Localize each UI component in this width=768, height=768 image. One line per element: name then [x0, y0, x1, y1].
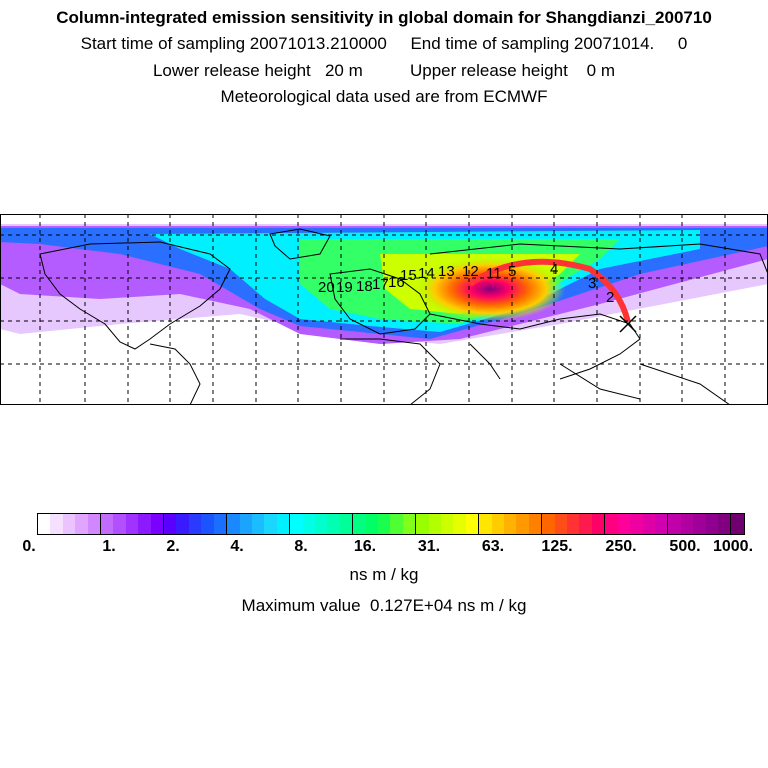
- colorbar-segment: [377, 514, 391, 534]
- colorbar-tick: 8.: [294, 538, 308, 555]
- colorbar-tick-labels: 0. 1. 2. 4. 8. 16. 31. 63. 125. 250. 500…: [0, 538, 768, 558]
- day-label: 20: [318, 279, 335, 296]
- colorbar-segment: [390, 514, 403, 534]
- colorbar-segment: [693, 514, 706, 534]
- colorbar-segment: [441, 514, 454, 534]
- colorbar-tick: 125.: [541, 538, 573, 555]
- colorbar-tick: 31.: [417, 538, 441, 555]
- day-label: 3: [588, 275, 596, 292]
- colorbar-segment: [642, 514, 655, 534]
- colorbar-segment: [62, 514, 76, 534]
- colorbar-segment: [353, 514, 366, 534]
- met-data-line: Meteorological data used are from ECMWF: [220, 87, 548, 106]
- colorbar-segment: [251, 514, 265, 534]
- day-label: 15: [400, 267, 417, 284]
- colorbar-segment: [402, 514, 417, 534]
- colorbar-segment: [516, 514, 529, 534]
- colorbar-segment: [428, 514, 441, 534]
- day-label: 16: [388, 274, 405, 291]
- colorbar-segment: [264, 514, 277, 534]
- colorbar-segment: [705, 514, 718, 534]
- colorbar-tick: 1.: [102, 538, 116, 555]
- colorbar-segment: [731, 514, 744, 534]
- day-label: 4: [550, 261, 558, 278]
- release-height-line: Lower release height 20 m Upper release …: [152, 61, 616, 80]
- colorbar-unit: ns m / kg: [349, 565, 419, 584]
- sampling-time-line: Start time of sampling 20071013.210000 E…: [80, 34, 688, 53]
- colorbar-segment: [717, 514, 732, 534]
- day-label: 11: [486, 265, 502, 282]
- colorbar-segment: [276, 514, 291, 534]
- colorbar-segment: [188, 514, 202, 534]
- colorbar-segment: [113, 514, 126, 534]
- colorbar-segment: [630, 514, 643, 534]
- colorbar-segment: [339, 514, 354, 534]
- day-label: 18: [356, 278, 373, 295]
- day-label: 14: [418, 265, 435, 282]
- colorbar-segment: [680, 514, 694, 534]
- colorbar-segment: [554, 514, 568, 534]
- colorbar-segment: [201, 514, 214, 534]
- plume-arc: [468, 258, 631, 323]
- colorbar-segment: [365, 514, 378, 534]
- colorbar-segment: [213, 514, 228, 534]
- colorbar-tick: 4.: [230, 538, 244, 555]
- day-labels: 20 19 18 17 16 15 14 13 12 11 5 4 3 2: [318, 261, 614, 306]
- plume-core: [415, 257, 565, 321]
- colorbar-tick: 16.: [353, 538, 377, 555]
- colorbar-segment: [654, 514, 669, 534]
- colorbar-segment: [567, 514, 580, 534]
- colorbar-segment: [314, 514, 328, 534]
- colorbar-tick: 0.: [22, 538, 36, 555]
- day-label: 12: [462, 263, 479, 280]
- colorbar-segment: [465, 514, 480, 534]
- emission-sensitivity-map: 20 19 18 17 16 15 14 13 12 11 5 4 3 2: [0, 214, 768, 405]
- colorbar-tick: 500.: [669, 538, 701, 555]
- colorbar-segment: [479, 514, 492, 534]
- colorbar-segment: [101, 514, 114, 534]
- day-label: 17: [372, 276, 389, 293]
- colorbar-segment: [302, 514, 315, 534]
- colorbar-segment: [491, 514, 505, 534]
- colorbar-segment: [453, 514, 466, 534]
- day-label: 19: [336, 279, 353, 296]
- plot-title: Column-integrated emission sensitivity i…: [56, 8, 712, 27]
- colorbar-segment: [87, 514, 102, 534]
- colorbar-segment: [227, 514, 240, 534]
- maximum-value: Maximum value 0.127E+04 ns m / kg: [241, 596, 527, 615]
- colorbar-segment: [327, 514, 340, 534]
- colorbar-segment: [125, 514, 139, 534]
- colorbar-segment: [290, 514, 303, 534]
- colorbar-tick: 2.: [166, 538, 180, 555]
- colorbar-segment: [542, 514, 555, 534]
- colorbar: [37, 513, 745, 535]
- colorbar-segment: [75, 514, 88, 534]
- colorbar-segment: [138, 514, 151, 534]
- coastlines: [39, 228, 768, 405]
- day-label: 5: [508, 263, 516, 280]
- colorbar-segment: [504, 514, 517, 534]
- colorbar-tick: 63.: [481, 538, 505, 555]
- colorbar-segment: [416, 514, 429, 534]
- graticule: [0, 214, 768, 405]
- colorbar-segment: [528, 514, 543, 534]
- colorbar-tick: 250.: [605, 538, 637, 555]
- station-marker: [619, 315, 637, 333]
- colorbar-segment: [176, 514, 189, 534]
- colorbar-segment: [150, 514, 165, 534]
- colorbar-segment: [164, 514, 177, 534]
- colorbar-segment: [591, 514, 606, 534]
- colorbar-tick: 1000.: [712, 538, 754, 555]
- colorbar-segment: [668, 514, 681, 534]
- day-label: 2: [606, 289, 614, 306]
- colorbar-segment: [239, 514, 252, 534]
- colorbar-segment: [617, 514, 631, 534]
- colorbar-segment: [50, 514, 63, 534]
- colorbar-segment: [38, 514, 51, 534]
- colorbar-segment: [579, 514, 592, 534]
- colorbar-segment: [605, 514, 618, 534]
- day-label: 13: [438, 263, 455, 280]
